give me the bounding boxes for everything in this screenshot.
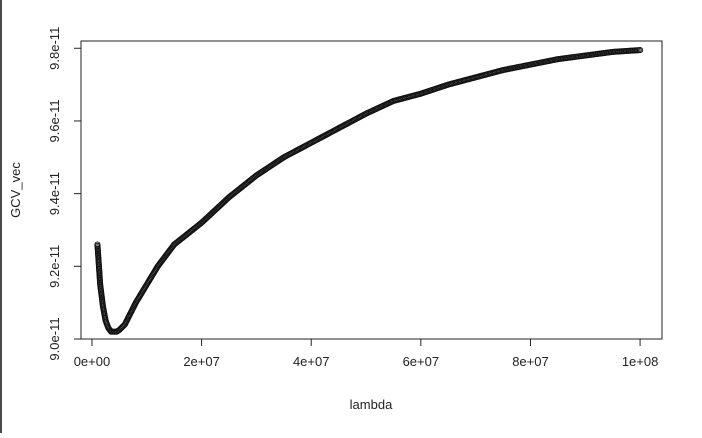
x-tick-label: 2e+07 <box>183 354 220 369</box>
x-axis-ticks: 0e+00 2e+07 4e+07 6e+07 8e+07 1e+08 <box>74 339 659 369</box>
y-tick-label: 9.8e-11 <box>47 27 62 70</box>
y-tick-label: 9.4e-11 <box>47 172 62 215</box>
y-tick-label: 9.2e-11 <box>47 245 62 288</box>
data-point <box>637 47 644 54</box>
y-axis-ticks: 9.0e-11 9.2e-11 9.4e-11 9.6e-11 9.8e-11 <box>47 27 81 361</box>
x-axis-label: lambda <box>350 397 393 412</box>
y-tick-label: 9.6e-11 <box>47 99 62 142</box>
x-tick-label: 8e+07 <box>512 354 549 369</box>
x-tick-label: 6e+07 <box>403 354 440 369</box>
x-tick-label: 4e+07 <box>293 354 330 369</box>
data-points <box>94 47 644 335</box>
axes <box>80 40 663 340</box>
x-tick-label: 0e+00 <box>74 354 111 369</box>
window-edge <box>0 0 2 433</box>
plot-box <box>80 40 663 340</box>
y-tick-label: 9.0e-11 <box>47 317 62 360</box>
y-axis-label: GCV_vec <box>8 162 23 218</box>
x-tick-label: 1e+08 <box>622 354 659 369</box>
